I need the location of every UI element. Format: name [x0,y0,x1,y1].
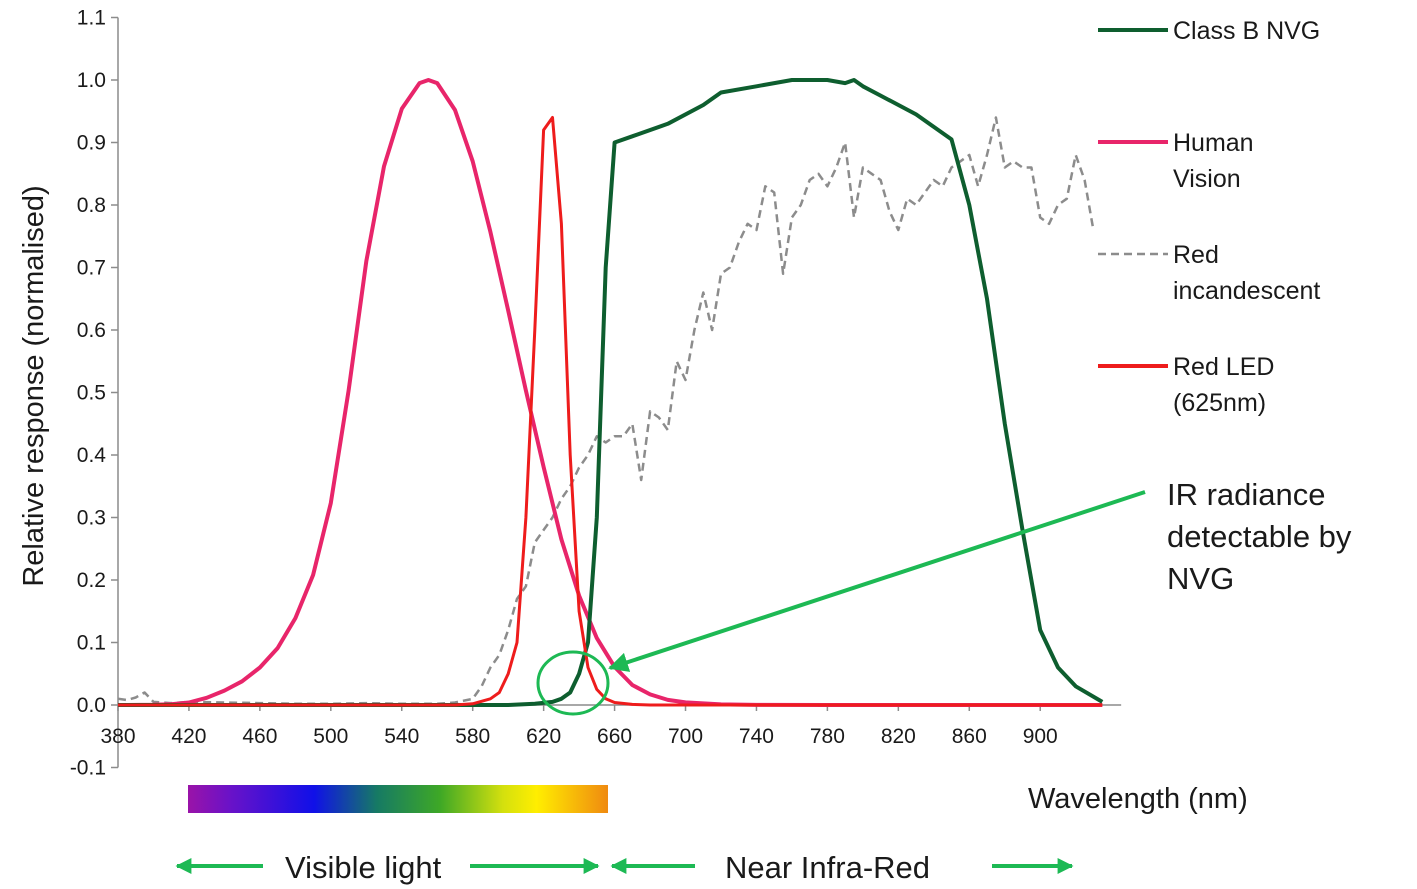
x-ticks: 380 420 460 500 540 580 620 660 700 740 780 820 860 9… [100,705,1058,748]
x-tick-label: 700 [668,725,703,748]
visible-spectrum-bar [188,785,608,813]
legend-label: Class B NVG [1173,17,1320,45]
y-tick-label: -0.1 [70,757,106,780]
y-tick-label: 0.7 [77,257,106,280]
y-axis-title: Relative response (normalised) [18,185,50,586]
series-line-human-vision [117,78,1103,707]
x-tick-label: 500 [313,725,348,748]
y-tick-label: 1.1 [77,7,106,30]
ir-note: IR radiance detectable by NVG [1167,477,1352,596]
y-tick-label: 0.1 [77,632,106,655]
x-tick-label: 540 [384,725,419,748]
ir-region-circle [536,650,610,716]
x-axis-title: Wavelength (nm) [1028,783,1248,815]
x-tick-label: 580 [455,725,490,748]
series-lines [117,78,1104,707]
axes: -0.1 0.0 0.1 0.2 0.3 0.4 0.5 0.6 0.7 0.8 0.9 1.0 1.1… [70,7,1122,780]
y-tick-label: 0.5 [77,382,106,405]
y-tick-label: 0.3 [77,507,106,530]
x-tick-label: 860 [952,725,987,748]
x-tick-label: 420 [171,725,206,748]
y-ticks: -0.1 0.0 0.1 0.2 0.3 0.4 0.5 0.6 0.7 0.8 0.9 1.0 1.1 [70,7,118,780]
legend-label: Human Vision [1173,129,1254,193]
y-tick-label: 1.0 [77,69,106,92]
y-tick-label: 0.2 [77,569,106,592]
legend-label: Red incandescent [1173,241,1320,305]
near-infra-red-label: Near Infra-Red [725,850,930,885]
y-tick-label: 0.8 [77,194,106,217]
x-tick-label: 620 [526,725,561,748]
x-tick-label: 900 [1023,725,1058,748]
x-tick-label: 740 [739,725,774,748]
ir-pointer-arrow [608,490,1146,672]
series-line-red-led [118,116,1103,707]
visible-light-label: Visible light [285,850,442,885]
legend-label: Red LED (625nm) [1173,353,1274,417]
x-tick-label: 780 [810,725,845,748]
series-line-red-incandescent [117,116,1095,706]
x-tick-label: 660 [597,725,632,748]
y-tick-label: 0.6 [77,319,106,342]
legend: Class B NVG Human Vision Red incandescent Red… [1098,17,1320,417]
y-tick-label: 0.4 [77,444,107,467]
x-tick-label: 820 [881,725,916,748]
x-tick-label: 380 [100,725,135,748]
x-tick-label: 460 [242,725,277,748]
series-line-class-b-nvg [118,78,1104,707]
y-tick-label: 0.9 [77,132,106,155]
y-tick-label: 0.0 [77,694,106,717]
